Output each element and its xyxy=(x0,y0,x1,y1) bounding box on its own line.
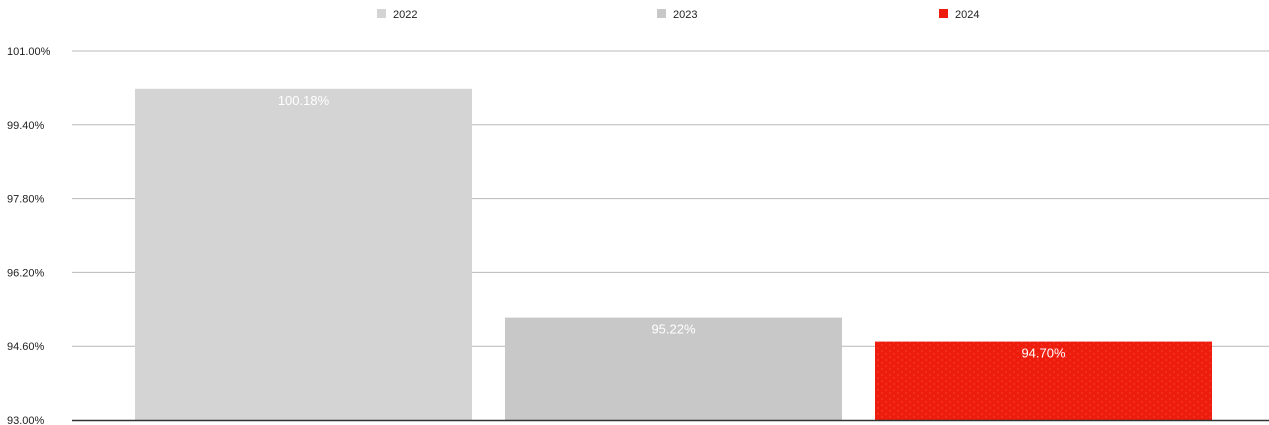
bars xyxy=(135,88,1212,420)
data-label: 95.22% xyxy=(651,322,696,337)
legend-swatch-2022 xyxy=(377,9,386,18)
y-tick-label: 99.40% xyxy=(7,120,45,132)
data-label: 100.18% xyxy=(278,93,330,108)
y-tick-label: 96.20% xyxy=(7,267,45,279)
data-label: 94.70% xyxy=(1021,346,1066,361)
y-tick-label: 101.00% xyxy=(7,46,51,58)
legend-label: 2022 xyxy=(393,9,417,21)
legend-label: 2023 xyxy=(673,9,697,21)
bar-texture xyxy=(875,341,1212,420)
legend-swatch-2024 xyxy=(939,9,948,18)
data-labels: 100.18% 95.22% 94.70% xyxy=(278,93,1066,361)
legend: 2022 2023 2024 xyxy=(377,9,979,21)
y-tick-label: 93.00% xyxy=(7,415,45,425)
y-tick-label: 94.60% xyxy=(7,341,45,353)
bar-2023 xyxy=(505,317,842,420)
y-tick-label: 97.80% xyxy=(7,194,45,206)
y-axis-tick-labels: 93.00% 94.60% 96.20% 97.80% 99.40% 101.00% xyxy=(7,46,51,425)
bar-2022 xyxy=(135,88,472,420)
legend-swatch-2023 xyxy=(657,9,666,18)
legend-label: 2024 xyxy=(955,9,979,21)
